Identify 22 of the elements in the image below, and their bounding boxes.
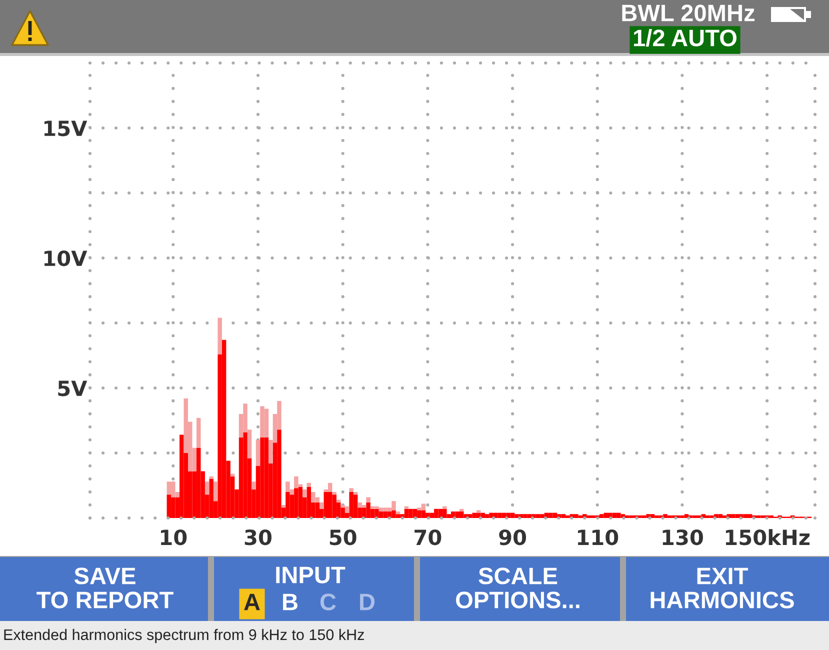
- text: INPUT: [276, 566, 346, 584]
- text: EXIT HARMONICS: [650, 568, 794, 608]
- x-tick-label: 150kHz: [726, 529, 810, 546]
- text: A: [244, 594, 260, 610]
- x-tick-label: 70: [414, 529, 442, 546]
- text: D: [360, 594, 375, 610]
- x-tick-label: 110: [578, 529, 618, 546]
- text: BWL 20MHz: [622, 4, 754, 22]
- x-tick-label: 10: [161, 529, 187, 546]
- x-tick-label: 90: [499, 529, 526, 546]
- y-tick-label: 15V: [44, 120, 88, 136]
- text: Extended harmonics spectrum from 9 kHz to 150 kHz: [4, 628, 364, 644]
- y-tick-label: 10V: [44, 250, 88, 266]
- text: B: [283, 594, 298, 610]
- text: SAVE TO REPORT: [36, 568, 174, 608]
- text: SCALE OPTIONS...: [456, 568, 580, 608]
- y-tick-label: 5V: [58, 380, 88, 396]
- x-tick-label: 30: [244, 529, 272, 546]
- x-tick-label: 50: [330, 529, 356, 546]
- text: 1/2 AUTO: [634, 28, 736, 47]
- text: C: [320, 594, 336, 610]
- x-tick-label: 130: [662, 529, 703, 546]
